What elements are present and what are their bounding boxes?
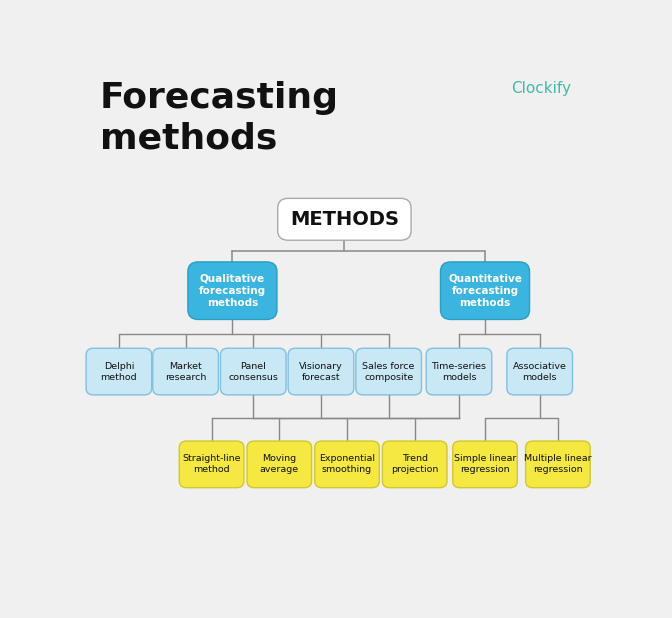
FancyBboxPatch shape <box>440 262 530 320</box>
Text: Sales force
composite: Sales force composite <box>362 362 415 382</box>
Text: Quantitative
forecasting
methods: Quantitative forecasting methods <box>448 273 522 308</box>
FancyBboxPatch shape <box>153 349 218 395</box>
Text: Panel
consensus: Panel consensus <box>228 362 278 382</box>
Text: Trend
projection: Trend projection <box>391 454 438 475</box>
Text: Time-series
models: Time-series models <box>431 362 487 382</box>
FancyBboxPatch shape <box>220 349 286 395</box>
Text: Multiple linear
regression: Multiple linear regression <box>524 454 592 475</box>
Text: Simple linear
regression: Simple linear regression <box>454 454 516 475</box>
Text: Straight-line
method: Straight-line method <box>182 454 241 475</box>
Text: Clockify: Clockify <box>511 82 571 96</box>
Text: Qualitative
forecasting
methods: Qualitative forecasting methods <box>199 273 266 308</box>
Text: METHODS: METHODS <box>290 210 399 229</box>
FancyBboxPatch shape <box>278 198 411 240</box>
Text: Visionary
forecast: Visionary forecast <box>299 362 343 382</box>
FancyBboxPatch shape <box>526 441 590 488</box>
FancyBboxPatch shape <box>314 441 379 488</box>
FancyBboxPatch shape <box>453 441 517 488</box>
FancyBboxPatch shape <box>179 441 244 488</box>
FancyBboxPatch shape <box>507 349 573 395</box>
FancyBboxPatch shape <box>382 441 447 488</box>
FancyBboxPatch shape <box>426 349 492 395</box>
Text: Forecasting: Forecasting <box>99 82 339 116</box>
FancyBboxPatch shape <box>288 349 353 395</box>
Text: Moving
average: Moving average <box>260 454 299 475</box>
FancyBboxPatch shape <box>86 349 152 395</box>
FancyBboxPatch shape <box>356 349 421 395</box>
Text: methods: methods <box>99 122 277 156</box>
Text: Delphi
method: Delphi method <box>101 362 137 382</box>
Text: Exponential
smoothing: Exponential smoothing <box>319 454 375 475</box>
Text: Associative
models: Associative models <box>513 362 566 382</box>
FancyBboxPatch shape <box>247 441 312 488</box>
FancyBboxPatch shape <box>188 262 277 320</box>
Text: Market
research: Market research <box>165 362 206 382</box>
